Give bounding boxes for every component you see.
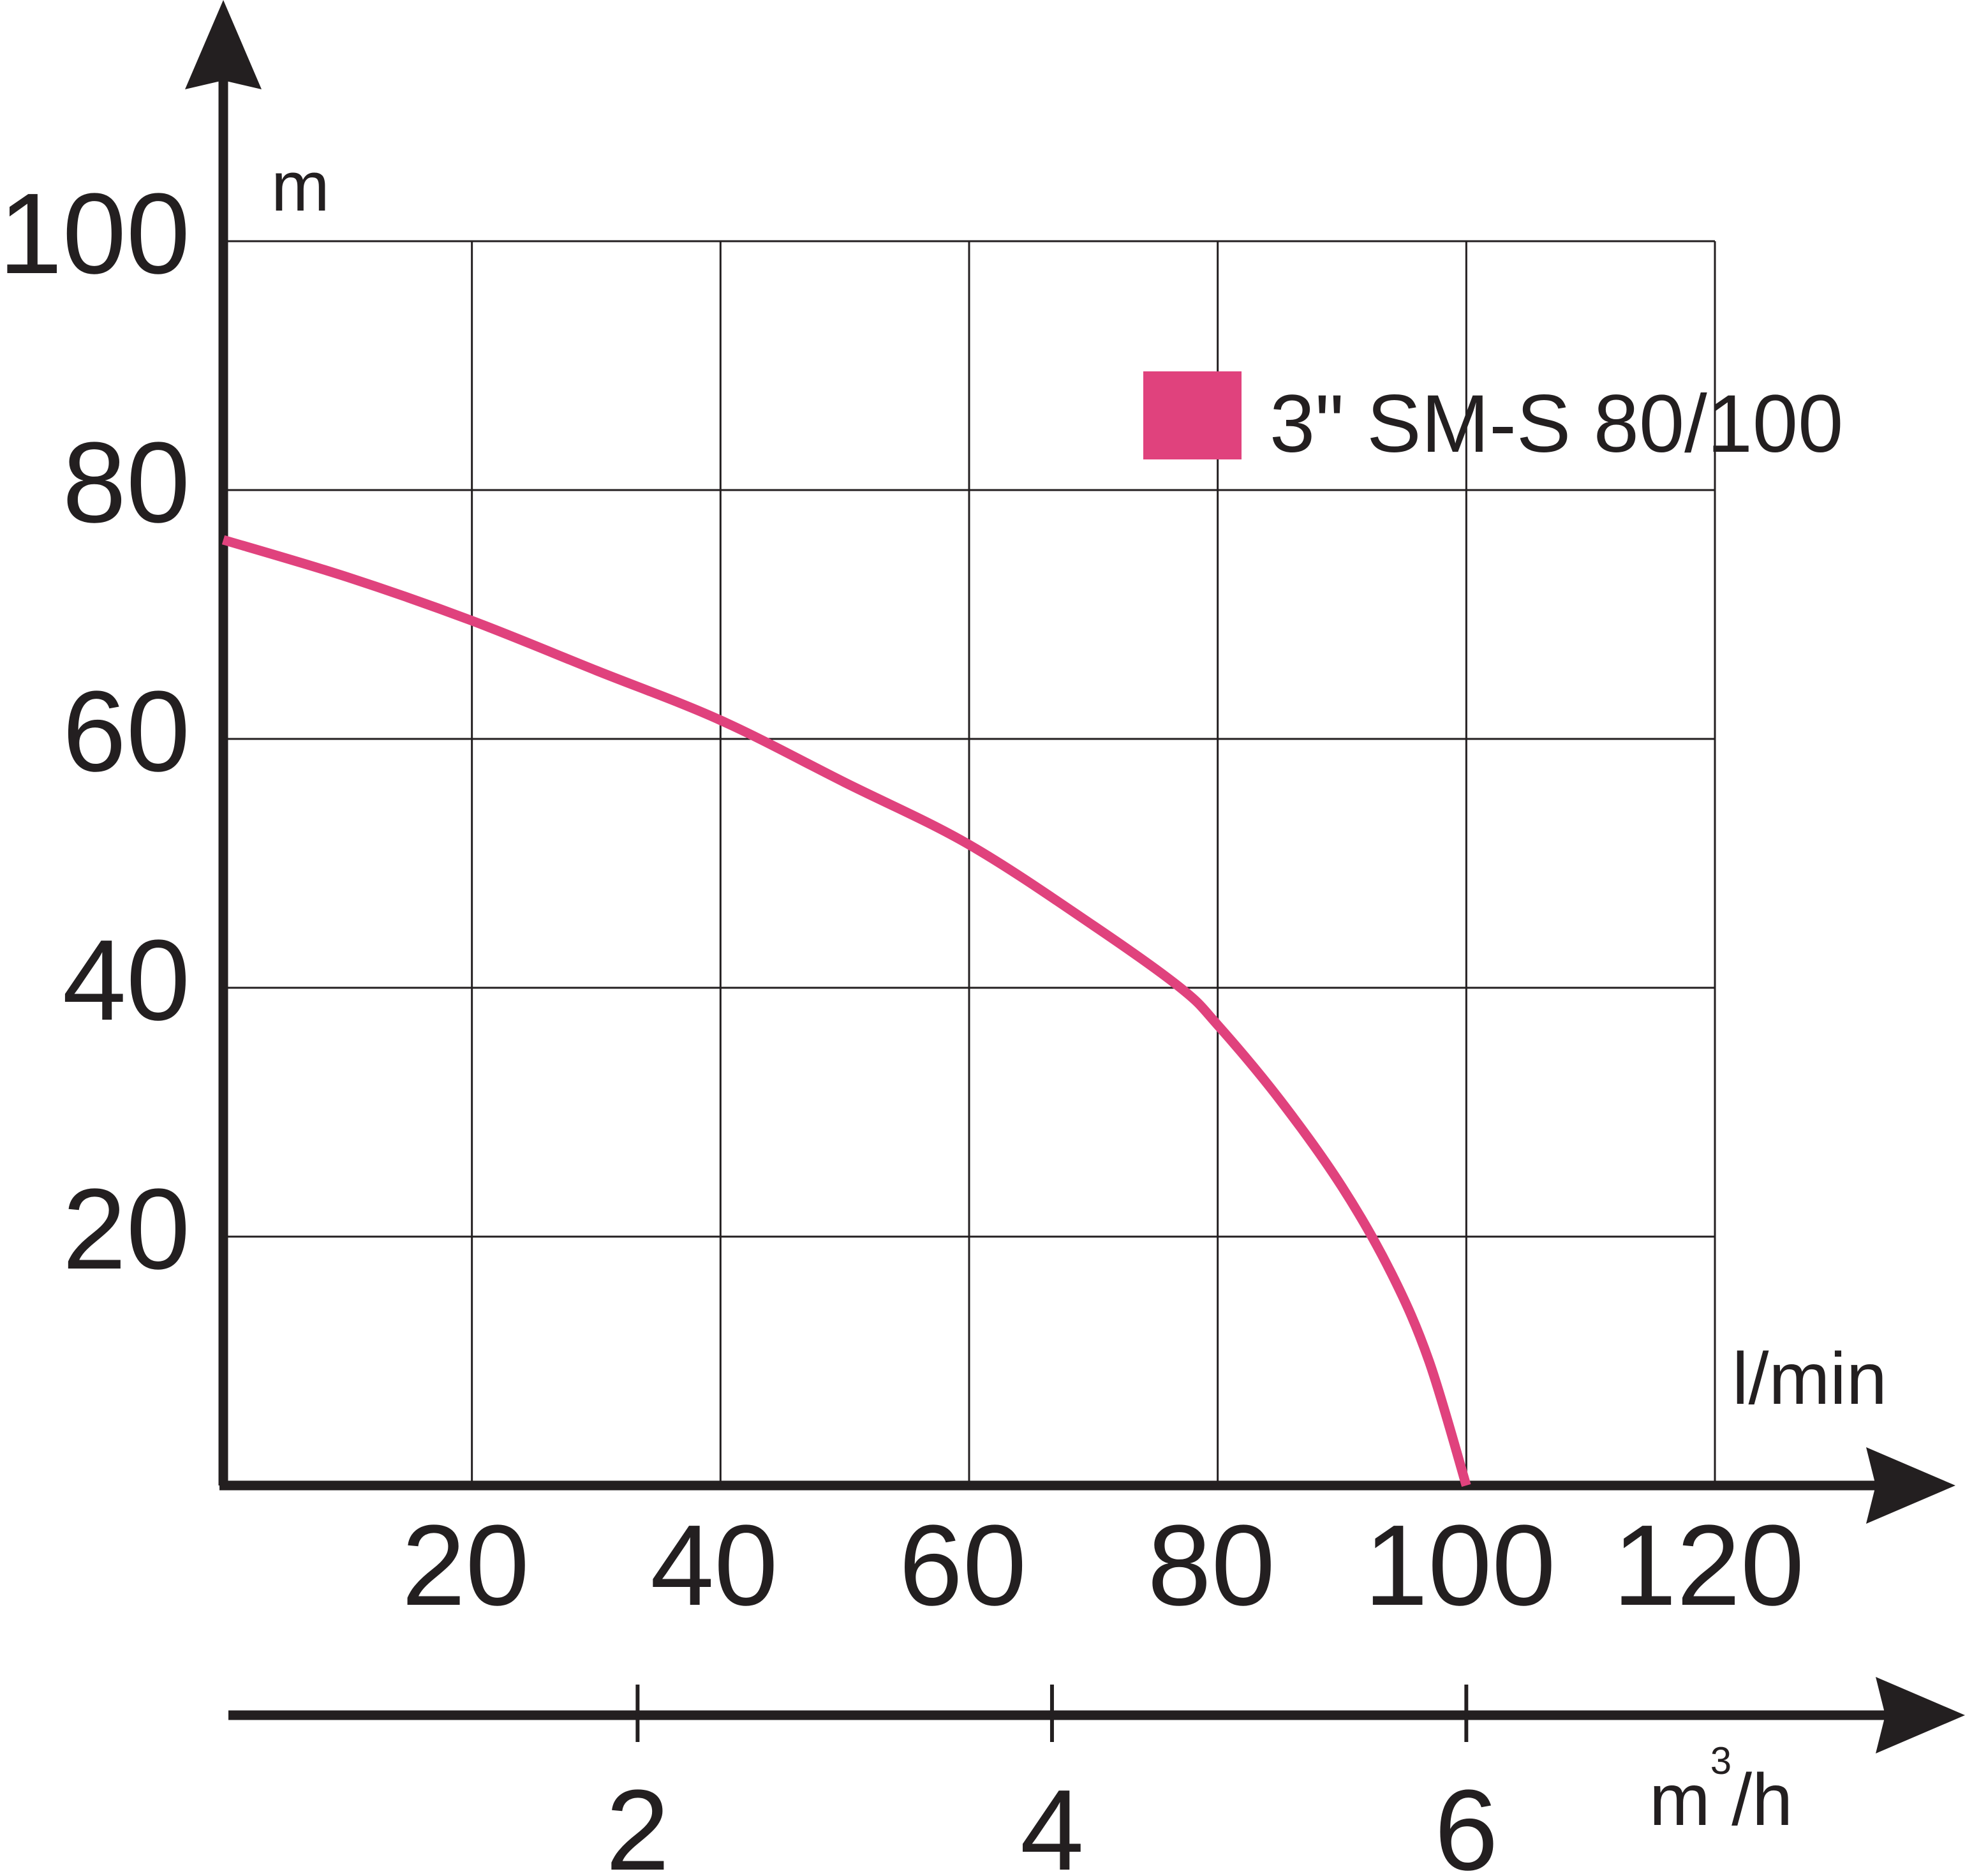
y-tick-label: 100: [0, 170, 190, 298]
x2-tick-label: 6: [1434, 1766, 1498, 1873]
x2-axis-label-tail: /h: [1731, 1759, 1793, 1841]
x-axis-label: l/min: [1732, 1338, 1887, 1420]
x2-axis-label-sup: 3: [1710, 1739, 1731, 1782]
series-line: [221, 535, 1471, 1487]
grid: [223, 240, 1716, 1485]
y-axis-label: m: [271, 147, 330, 226]
legend-swatch: [1143, 371, 1242, 459]
axes: [185, 0, 1965, 1753]
x-axis-arrowhead: [1866, 1447, 1955, 1524]
y-tick-label: 80: [63, 419, 190, 547]
x-tick-label: 80: [1148, 1501, 1275, 1630]
y-axis-arrowhead: [185, 0, 262, 89]
x2-axis-label-base: m: [1649, 1759, 1710, 1841]
y-tick-label: 20: [63, 1165, 190, 1293]
x-tick-label: 60: [899, 1501, 1027, 1630]
x-tick-label: 20: [402, 1501, 530, 1630]
series: [221, 535, 1471, 1487]
y-tick-label: 60: [63, 667, 190, 796]
legend-label: 3" SM-S 80/100: [1270, 378, 1843, 470]
legend: 3" SM-S 80/100: [1143, 371, 1843, 470]
x-tick-label: 100: [1364, 1501, 1555, 1630]
x2-tick-label: 4: [1020, 1766, 1084, 1873]
x2-axis-label: m3/h: [1649, 1739, 1793, 1841]
x2-tick-label: 2: [605, 1766, 669, 1873]
x-tick-label: 120: [1613, 1501, 1804, 1630]
y-tick-label: 40: [63, 916, 190, 1045]
x-tick-label: 40: [650, 1501, 778, 1630]
x2-axis-arrowhead: [1876, 1677, 1965, 1753]
